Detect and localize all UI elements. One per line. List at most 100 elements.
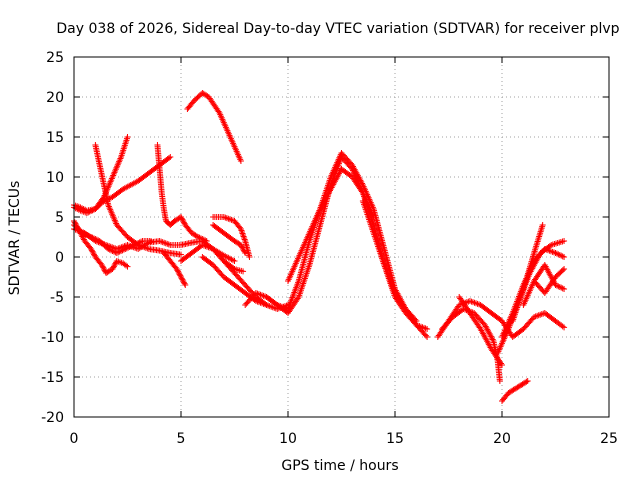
data-point [88,247,95,254]
x-tick-label: 5 [177,431,186,447]
grid [74,57,609,417]
data-point [239,244,246,251]
data-point [203,238,210,244]
data-point [79,230,86,236]
data-point [111,262,118,268]
data-point [196,234,203,241]
series-arc-11 [210,214,253,260]
x-tick-label: 25 [600,431,618,447]
x-tick-label: 10 [279,431,297,447]
data-point [498,360,505,367]
data-point [237,242,244,248]
data-point [552,282,559,288]
data-point [559,253,566,260]
y-tick-label: 10 [46,170,64,186]
data-point [553,250,560,257]
data-point [124,263,131,270]
data-point [86,233,93,240]
data-point [240,246,247,252]
data-point [83,210,90,216]
data-point [108,247,115,254]
y-tick-label: -5 [50,290,64,306]
data-point [115,249,122,256]
series-arc-3 [92,142,184,258]
data-point [489,336,496,343]
data-point [496,378,503,384]
data-point [555,251,562,258]
y-tick-label: 5 [55,210,64,226]
data-point [424,334,431,340]
data-point [93,236,100,243]
data-point [237,158,244,164]
data-point [238,243,245,250]
data-point [177,272,184,279]
data-point [88,234,95,240]
data-point [179,276,186,283]
y-tick-label: -10 [41,330,64,346]
data-point [138,238,145,245]
data-point [86,208,93,215]
data-points [71,90,568,404]
data-point [552,250,559,256]
series-arc-22 [499,378,531,404]
data-point [182,282,189,288]
data-point [200,236,207,243]
data-point [98,262,105,268]
y-tick-label: -20 [41,410,64,426]
data-point [499,362,505,368]
data-point [148,238,155,244]
data-point [180,219,187,226]
data-point [89,234,96,241]
data-point [110,263,117,270]
series-arc-26 [520,262,568,308]
data-point [240,268,247,275]
data-point [180,278,187,284]
data-point [106,246,113,253]
data-point [112,260,119,267]
series-arc-6 [71,222,155,256]
data-point [523,378,530,385]
data-point [129,242,136,249]
data-point [136,239,143,246]
y-axis-label: SDTVAR / TECUs [7,181,23,296]
data-point [561,286,568,292]
data-point [181,280,188,287]
data-point [179,216,186,223]
data-point [561,238,568,244]
data-point [110,248,117,255]
series-arc-17 [285,166,377,284]
x-tick-label: 15 [386,431,404,447]
data-point [128,243,135,250]
data-point [90,250,97,256]
data-point [422,332,429,339]
data-point [99,263,106,270]
data-point [180,279,187,286]
data-point [125,244,132,251]
data-point [246,254,253,260]
series-arc-8 [160,250,189,288]
data-point [199,236,206,242]
data-point [122,246,129,252]
data-point [240,247,247,254]
data-point [263,302,270,308]
data-point [197,235,204,242]
data-point [113,250,120,256]
series-arc-25 [509,222,546,324]
data-point [193,233,200,240]
series-arc-7 [154,142,210,244]
data-point [178,275,185,282]
y-tick-label: 15 [46,130,64,146]
data-point [109,266,116,272]
data-point [135,240,142,246]
data-point [424,326,431,332]
data-point [559,285,566,292]
data-point [88,208,95,214]
data-point [555,283,562,290]
data-point [123,262,130,269]
data-point [167,154,174,160]
data-point [116,248,123,255]
series-arc-9 [178,242,247,275]
y-tick-label: 25 [46,50,64,66]
data-point [109,248,116,254]
